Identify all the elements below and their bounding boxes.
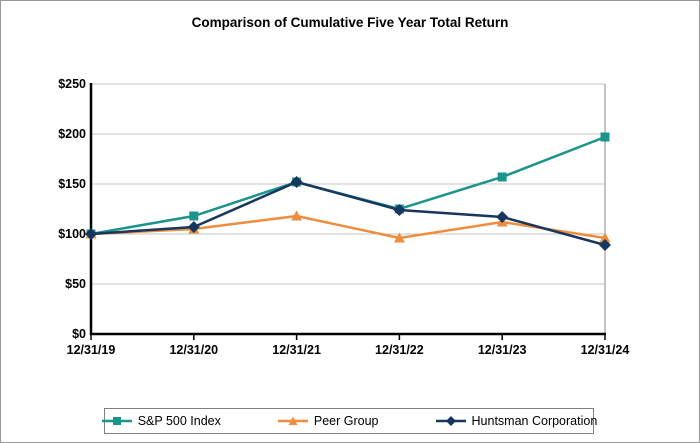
legend-label-s-p-500-index: S&P 500 Index — [137, 414, 221, 428]
marker-peer-group-12-31-24 — [599, 232, 611, 243]
marker-s-p-500-index-12-31-24 — [600, 132, 610, 142]
x-tick-label-12-31-24: 12/31/24 — [580, 343, 630, 357]
series-line-peer-group — [90, 214, 606, 240]
x-tick-label-12-31-23: 12/31/23 — [477, 343, 527, 357]
y-tick-label-50: $50 — [65, 277, 86, 291]
marker-huntsman-corporation-12-31-21 — [290, 176, 303, 188]
legend-item-s-p-500-index: S&P 500 Index — [101, 414, 221, 428]
legend-diamond-marker-icon — [435, 416, 466, 426]
legend-label-peer-group: Peer Group — [313, 414, 379, 428]
legend-label-huntsman-corporation: Huntsman Corporation — [471, 414, 598, 428]
series-line-s-p-500-index — [90, 135, 606, 236]
y-tick-label-250: $250 — [58, 77, 86, 91]
x-tick-label-12-31-21: 12/31/21 — [272, 343, 321, 357]
marker-huntsman-corporation-12-31-24 — [599, 239, 611, 251]
y-tick-label-150: $150 — [58, 177, 86, 191]
marker-peer-group-12-31-22 — [393, 232, 405, 243]
y-tick-label-100: $100 — [58, 227, 86, 241]
marker-s-p-500-index-12-31-20 — [189, 211, 199, 221]
legend-item-peer-group: Peer Group — [277, 414, 379, 428]
marker-huntsman-corporation-12-31-22 — [393, 204, 406, 216]
legend-item-huntsman-corporation: Huntsman Corporation — [435, 414, 598, 428]
y-tick-label-200: $200 — [58, 127, 86, 141]
marker-huntsman-corporation-12-31-20 — [187, 221, 200, 233]
marker-huntsman-corporation-12-31-19 — [85, 228, 97, 240]
legend: S&P 500 Index Peer Group Huntsman Corporat… — [101, 408, 597, 434]
marker-huntsman-corporation-12-31-23 — [496, 211, 509, 223]
legend-square-marker-icon — [101, 417, 132, 425]
series-line-huntsman-corporation — [90, 180, 606, 247]
x-tick-label-12-31-22: 12/31/22 — [375, 343, 424, 357]
legend-triangle-marker-icon — [277, 416, 308, 425]
marker-s-p-500-index-12-31-23 — [497, 172, 507, 182]
chart-title: Comparison of Cumulative Five Year Total… — [191, 15, 509, 30]
x-tick-label-12-31-20: 12/31/20 — [169, 343, 219, 357]
x-tick-label-12-31-19: 12/31/19 — [66, 343, 116, 357]
marker-peer-group-12-31-21 — [291, 210, 303, 221]
y-tick-label-0: $0 — [72, 327, 86, 341]
